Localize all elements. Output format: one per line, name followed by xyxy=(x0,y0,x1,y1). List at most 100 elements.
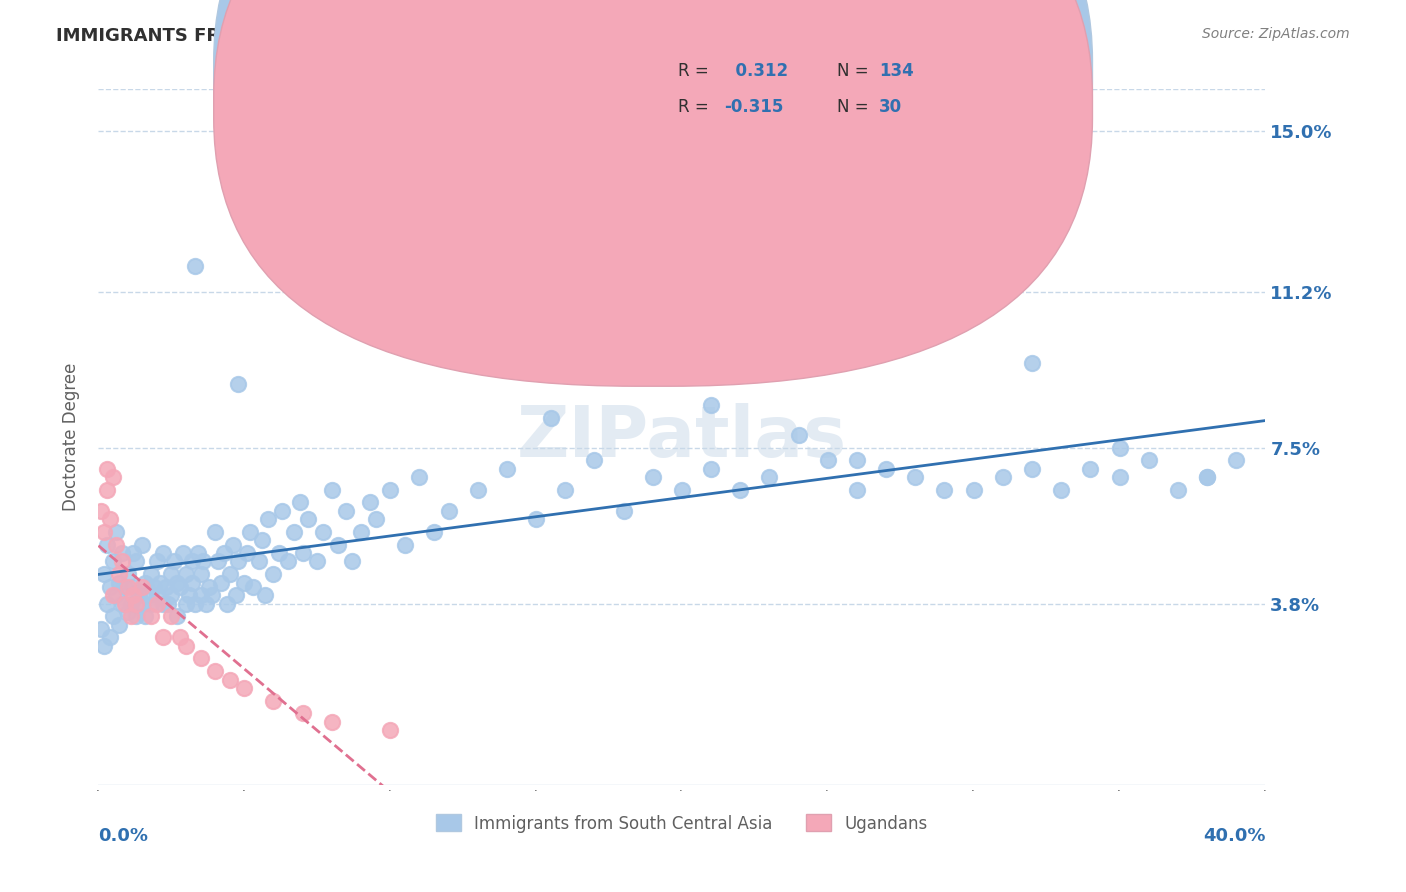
Point xyxy=(233,575,256,590)
Point xyxy=(359,495,381,509)
Point xyxy=(125,609,148,624)
Point xyxy=(131,597,153,611)
Point xyxy=(524,512,547,526)
Point xyxy=(250,533,273,548)
Point xyxy=(96,461,118,475)
Point xyxy=(190,651,212,665)
Point xyxy=(253,588,276,602)
Point xyxy=(817,453,839,467)
Point xyxy=(1195,470,1218,484)
Point xyxy=(408,470,430,484)
Point xyxy=(875,461,897,475)
Point xyxy=(101,588,124,602)
Point xyxy=(1021,461,1043,475)
Point xyxy=(174,567,197,582)
Point xyxy=(1167,483,1189,497)
Point xyxy=(131,538,153,552)
Point xyxy=(364,512,387,526)
Point xyxy=(101,470,124,484)
Point xyxy=(96,538,118,552)
Point xyxy=(247,554,270,568)
Point xyxy=(201,588,224,602)
Point xyxy=(291,706,314,721)
Point xyxy=(1195,470,1218,484)
Point xyxy=(583,453,606,467)
Point xyxy=(160,567,183,582)
Point xyxy=(157,597,180,611)
Point xyxy=(169,631,191,645)
Point xyxy=(233,681,256,695)
Point xyxy=(307,554,329,568)
Point xyxy=(190,588,212,602)
Point xyxy=(134,609,156,624)
Point xyxy=(152,597,174,611)
Point xyxy=(228,377,250,392)
Point xyxy=(104,588,127,602)
Point xyxy=(262,693,284,707)
Point xyxy=(195,597,218,611)
Point xyxy=(96,483,118,497)
Point xyxy=(758,470,780,484)
Point xyxy=(496,461,519,475)
Point xyxy=(326,538,349,552)
Point xyxy=(98,512,121,526)
Point xyxy=(277,554,299,568)
Point xyxy=(108,567,131,582)
Point xyxy=(166,609,188,624)
Point xyxy=(612,504,634,518)
Point xyxy=(155,580,177,594)
Point xyxy=(117,567,139,582)
Point xyxy=(437,504,460,518)
Point xyxy=(321,714,343,729)
Point xyxy=(104,524,127,539)
Point xyxy=(152,546,174,560)
Text: R =: R = xyxy=(678,98,714,116)
Point xyxy=(212,546,235,560)
Text: N =: N = xyxy=(837,62,873,80)
Point xyxy=(221,538,243,552)
Point xyxy=(142,580,165,594)
Point xyxy=(228,554,250,568)
Point xyxy=(174,639,197,653)
Text: 0.0%: 0.0% xyxy=(98,827,149,845)
Point xyxy=(111,546,134,560)
Point xyxy=(146,554,169,568)
Point xyxy=(1108,441,1130,455)
Point xyxy=(90,504,112,518)
Point xyxy=(262,567,284,582)
Point xyxy=(193,554,215,568)
Point xyxy=(1108,470,1130,484)
Text: -0.315: -0.315 xyxy=(724,98,783,116)
Point xyxy=(641,470,664,484)
Point xyxy=(128,588,150,602)
Point xyxy=(312,524,335,539)
Point xyxy=(380,483,402,497)
Text: 134: 134 xyxy=(879,62,914,80)
Point xyxy=(904,470,927,484)
Point xyxy=(467,483,489,497)
Point xyxy=(96,597,118,611)
Text: ZIPatlas: ZIPatlas xyxy=(517,402,846,472)
Point xyxy=(209,575,232,590)
Point xyxy=(120,609,142,624)
Point xyxy=(350,524,373,539)
Point xyxy=(108,575,131,590)
Point xyxy=(730,483,752,497)
Text: R =: R = xyxy=(678,62,714,80)
Point xyxy=(218,673,240,687)
Point xyxy=(108,617,131,632)
Point xyxy=(149,575,172,590)
Point xyxy=(380,723,402,738)
Point xyxy=(1050,483,1073,497)
Point xyxy=(114,597,136,611)
Point xyxy=(169,580,191,594)
Point xyxy=(172,546,194,560)
Point xyxy=(183,260,205,274)
Point xyxy=(204,524,226,539)
Point xyxy=(215,597,238,611)
Point xyxy=(139,567,162,582)
Point xyxy=(1225,453,1247,467)
Point xyxy=(180,575,202,590)
Point xyxy=(288,495,311,509)
Point xyxy=(160,588,183,602)
